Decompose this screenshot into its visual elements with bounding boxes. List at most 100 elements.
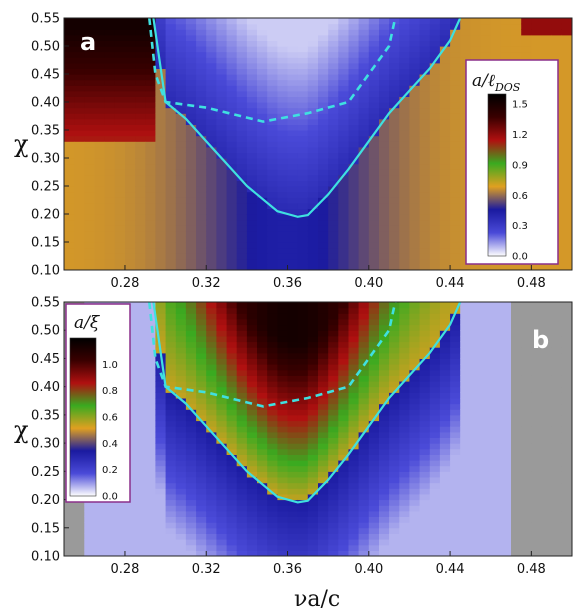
heatmap-cell <box>246 219 258 226</box>
heatmap-cell <box>267 135 278 142</box>
panel-label-b: b <box>532 326 549 354</box>
heatmap-cell <box>399 493 411 501</box>
heatmap-cell <box>257 79 268 86</box>
heatmap-cell <box>155 426 167 433</box>
heatmap-cell <box>561 352 572 359</box>
heatmap-cell <box>389 135 400 142</box>
heatmap-cell <box>175 313 187 320</box>
heatmap-cell <box>297 46 309 53</box>
heatmap-cell <box>135 448 146 455</box>
heatmap-cell <box>297 135 309 142</box>
heatmap-cell <box>185 208 197 215</box>
colorbar-ticks-a: 0.00.30.60.91.21.5 <box>512 100 528 263</box>
heatmap-cell <box>236 135 248 142</box>
heatmap-cell <box>561 403 572 410</box>
heatmap-cell <box>246 369 258 376</box>
heatmap-cell <box>399 219 411 226</box>
heatmap-cell <box>185 499 197 506</box>
heatmap-cell <box>368 460 380 467</box>
heatmap-cell <box>338 539 350 546</box>
heatmap-cell <box>196 454 207 461</box>
heatmap-cell <box>470 40 482 47</box>
heatmap-cell <box>185 96 197 103</box>
heatmap-cell <box>399 302 411 309</box>
heatmap-cell <box>490 493 502 501</box>
heatmap-cell <box>419 335 431 343</box>
heatmap-cell <box>389 386 400 393</box>
heatmap-cell <box>541 510 553 517</box>
heatmap-cell <box>74 51 85 58</box>
heatmap-cell <box>64 46 75 53</box>
heatmap-cell <box>328 23 339 30</box>
heatmap-cell <box>490 488 502 495</box>
heatmap-cell <box>267 225 278 232</box>
heatmap-cell <box>287 197 299 204</box>
heatmap-cell <box>419 510 431 517</box>
heatmap-cell <box>480 443 492 450</box>
heatmap-cell <box>267 102 278 109</box>
heatmap-cell <box>541 499 553 506</box>
y-tick-label: 0.45 <box>31 68 60 83</box>
heatmap-cell <box>348 90 360 97</box>
heatmap-cell <box>297 152 309 159</box>
heatmap-cell <box>531 403 543 410</box>
heatmap-cell <box>419 141 431 148</box>
heatmap-cell <box>429 253 441 260</box>
heatmap-cell <box>297 202 309 209</box>
heatmap-cell <box>236 335 248 343</box>
heatmap-cell <box>104 90 116 97</box>
heatmap-cell <box>480 358 492 365</box>
heatmap-cell <box>84 90 96 97</box>
heatmap-cell <box>399 426 411 433</box>
heatmap-cell <box>94 34 106 41</box>
heatmap-cell <box>287 79 299 86</box>
heatmap-cell <box>409 191 421 198</box>
heatmap-cell <box>236 505 248 512</box>
heatmap-cell <box>379 302 390 309</box>
heatmap-cell <box>114 505 126 512</box>
heatmap-cell <box>399 364 411 371</box>
heatmap-cell <box>84 113 96 120</box>
heatmap-cell <box>246 358 258 365</box>
heatmap-cell <box>419 202 431 209</box>
heatmap-cell <box>175 174 187 181</box>
heatmap-cell <box>450 264 461 270</box>
y-tick-label: 0.15 <box>31 521 60 536</box>
heatmap-cell <box>307 426 319 433</box>
heatmap-cell <box>297 90 309 97</box>
heatmap-cell <box>318 335 329 343</box>
heatmap-cell <box>175 330 187 337</box>
heatmap-cell <box>135 118 146 125</box>
heatmap-cell <box>236 214 248 221</box>
heatmap-cell <box>155 544 167 551</box>
heatmap-cell <box>246 124 258 131</box>
heatmap-cell <box>64 533 75 540</box>
heatmap-cell <box>561 253 572 260</box>
heatmap-cell <box>470 510 482 517</box>
heatmap-cell <box>277 347 289 354</box>
heatmap-cell <box>409 369 421 376</box>
heatmap-cell <box>450 230 461 237</box>
heatmap-cell <box>348 398 360 405</box>
heatmap-cell <box>145 253 157 260</box>
heatmap-cell <box>84 186 96 193</box>
heatmap-cell <box>104 18 116 25</box>
heatmap-cell <box>145 460 157 467</box>
heatmap-cell <box>328 403 339 410</box>
heatmap-cell <box>185 118 197 125</box>
heatmap-cell <box>541 386 553 393</box>
heatmap-cell <box>551 426 563 433</box>
heatmap-cell <box>429 307 441 314</box>
heatmap-cell <box>480 18 492 25</box>
heatmap-cell <box>104 141 116 148</box>
heatmap-cell <box>307 527 319 534</box>
heatmap-cell <box>246 505 258 512</box>
heatmap-cell <box>409 264 421 270</box>
heatmap-cell <box>561 124 572 131</box>
heatmap-cell <box>216 426 228 433</box>
y-tick-label: 0.20 <box>31 208 60 223</box>
heatmap-cell <box>511 443 522 450</box>
y-tick-label: 0.50 <box>31 40 60 55</box>
heatmap-cell <box>429 335 441 343</box>
heatmap-cell <box>145 544 157 551</box>
